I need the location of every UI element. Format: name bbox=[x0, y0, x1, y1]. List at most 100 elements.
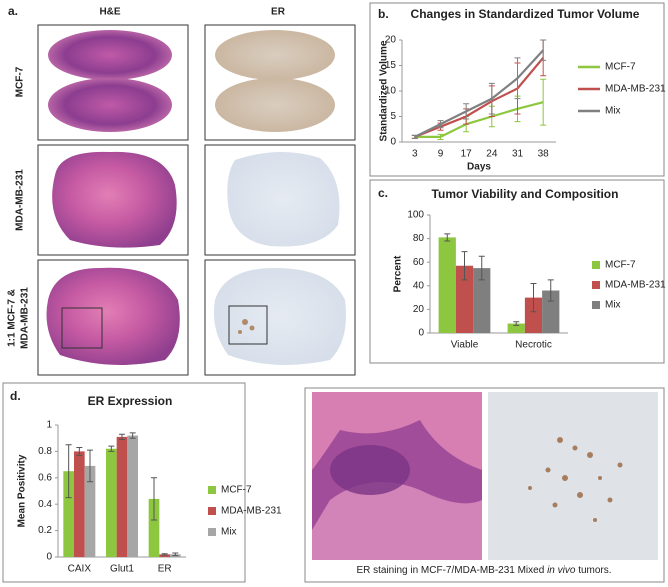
panel-label: a. bbox=[8, 4, 18, 18]
legend-swatch bbox=[592, 261, 600, 269]
error-bar bbox=[547, 279, 554, 302]
y-tick-label: 20 bbox=[413, 304, 425, 315]
chart-title: Tumor Viability and Composition bbox=[432, 187, 619, 201]
y-tick-label: 15 bbox=[385, 60, 397, 71]
caption-part: ER staining in MCF-7/MDA-MB-231 Mixed bbox=[356, 565, 547, 576]
error-bar bbox=[411, 134, 418, 139]
panel-a-images bbox=[37, 24, 356, 376]
error-bar bbox=[530, 282, 537, 313]
y-tick-label: 60 bbox=[413, 257, 425, 268]
legend-swatch bbox=[592, 301, 600, 309]
legend-label: MDA-MB-231 bbox=[605, 280, 666, 291]
series-line bbox=[414, 57, 545, 138]
x-axis-label: Days bbox=[467, 162, 491, 173]
series-line bbox=[414, 49, 544, 138]
x-tick-label: 17 bbox=[461, 149, 473, 160]
legend-swatch bbox=[592, 281, 600, 289]
y-axis-label: Percent bbox=[393, 255, 404, 292]
legend-label: Mix bbox=[605, 300, 621, 311]
x-tick-label: 9 bbox=[438, 149, 444, 160]
y-tick-label: 0.2 bbox=[38, 525, 52, 536]
error-bar bbox=[513, 321, 520, 326]
error-bar bbox=[514, 57, 521, 100]
bar bbox=[148, 498, 160, 557]
bar bbox=[438, 237, 456, 333]
bar bbox=[159, 554, 170, 557]
y-tick-label: 1 bbox=[46, 420, 52, 431]
y-tick-label: 100 bbox=[407, 210, 424, 221]
legend-swatch bbox=[208, 528, 216, 536]
row-label: 1:1 MCF-7 & bbox=[7, 289, 18, 347]
x-tick-label: Glut1 bbox=[110, 564, 134, 575]
y-tick-label: 10 bbox=[385, 86, 397, 97]
error-bar bbox=[108, 445, 115, 452]
y-tick-label: 0.8 bbox=[38, 446, 52, 457]
error-bar bbox=[461, 251, 468, 281]
error-bar bbox=[444, 233, 451, 242]
bar bbox=[455, 265, 474, 333]
y-tick-label: 40 bbox=[413, 280, 425, 291]
bar bbox=[127, 435, 138, 557]
x-tick-label: 38 bbox=[538, 149, 550, 160]
error-bar bbox=[463, 103, 470, 120]
error-bar bbox=[488, 82, 495, 115]
chart-title: Changes in Standardized Tumor Volume bbox=[411, 7, 640, 21]
legend-label: MCF-7 bbox=[221, 485, 252, 496]
error-bar bbox=[87, 449, 93, 483]
caption-part: in vivo bbox=[547, 565, 576, 576]
error-bar bbox=[65, 444, 72, 499]
y-tick-label: 20 bbox=[385, 35, 397, 46]
bar bbox=[507, 323, 525, 333]
legend-swatch bbox=[208, 486, 216, 494]
x-tick-label: Viable bbox=[451, 340, 479, 351]
caption-part: tumors. bbox=[575, 565, 611, 576]
y-tick-label: 0.4 bbox=[38, 499, 52, 510]
panel-label: c. bbox=[378, 186, 388, 200]
panel-label: d. bbox=[10, 389, 21, 403]
x-tick-label: CAIX bbox=[68, 564, 92, 575]
error-bar bbox=[76, 446, 83, 456]
y-tick-label: 5 bbox=[390, 111, 396, 122]
row-label: MDA-MB-231 bbox=[15, 169, 26, 231]
bar bbox=[542, 290, 560, 333]
x-tick-label: 24 bbox=[486, 149, 498, 160]
x-tick-label: Necrotic bbox=[515, 340, 552, 351]
bar bbox=[63, 471, 74, 557]
error-bar bbox=[151, 477, 157, 521]
bar bbox=[74, 451, 85, 557]
error-bar bbox=[540, 78, 547, 126]
error-bar bbox=[437, 133, 444, 140]
y-axis-label: Mean Positivity bbox=[17, 454, 28, 527]
legend-swatch bbox=[208, 507, 216, 515]
error-bar bbox=[172, 552, 179, 557]
panel-e-images bbox=[312, 392, 658, 560]
legend-label: MDA-MB-231 bbox=[605, 84, 666, 95]
legend-label: Mix bbox=[605, 106, 621, 117]
legend-label: MCF-7 bbox=[605, 260, 636, 271]
bar bbox=[84, 465, 96, 557]
caption: ER staining in MCF-7/MDA-MB-231 Mixed in… bbox=[356, 565, 611, 576]
error-bar bbox=[540, 39, 547, 61]
row-label: MCF-7 bbox=[15, 66, 26, 97]
y-tick-label: 0 bbox=[46, 552, 52, 563]
legend-label: MDA-MB-231 bbox=[221, 506, 282, 517]
column-label: ER bbox=[271, 7, 286, 18]
y-axis-label: Standardized Volume bbox=[379, 40, 390, 141]
y-tick-label: 0 bbox=[418, 328, 424, 339]
error-bar bbox=[129, 432, 136, 439]
bar bbox=[106, 448, 117, 557]
error-bar bbox=[119, 433, 125, 441]
y-tick-label: 0.6 bbox=[38, 472, 52, 483]
bar bbox=[116, 436, 128, 557]
x-tick-label: 3 bbox=[412, 149, 418, 160]
series-line bbox=[414, 101, 544, 138]
y-tick-label: 80 bbox=[413, 233, 425, 244]
error-bar bbox=[478, 255, 485, 281]
legend-label: Mix bbox=[221, 527, 237, 538]
panel-c-frame bbox=[369, 179, 665, 364]
row-label: MDA-MB-231 bbox=[20, 287, 31, 349]
x-tick-label: 31 bbox=[512, 149, 524, 160]
x-tick-label: ER bbox=[158, 564, 172, 575]
y-tick-label: 0 bbox=[390, 137, 396, 148]
